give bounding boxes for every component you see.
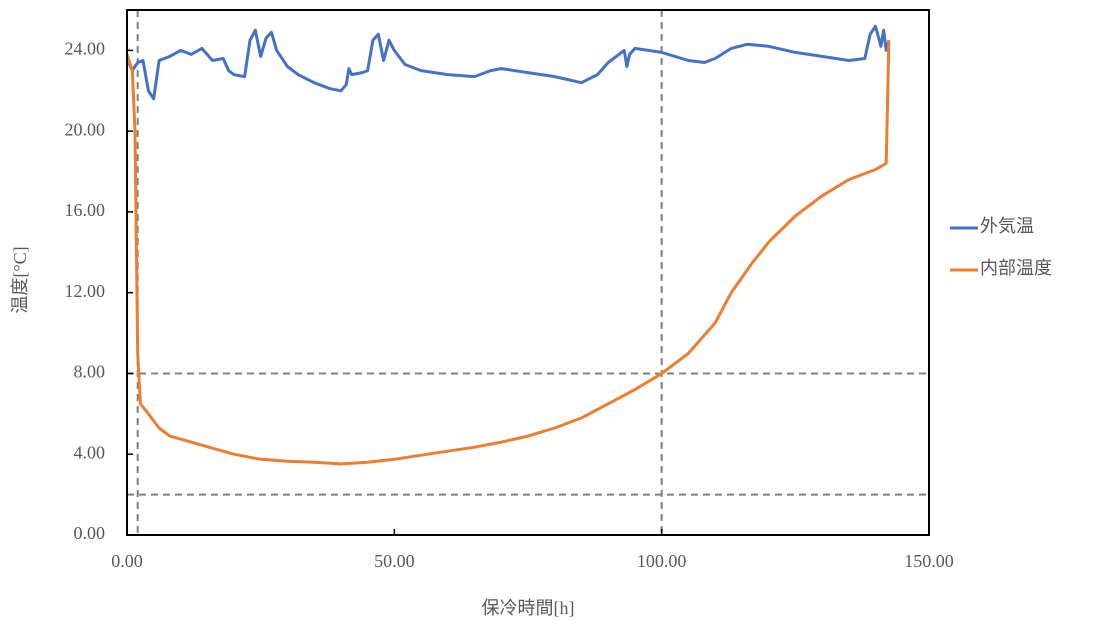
x-axis-title: 保冷時間[h] <box>482 598 575 618</box>
plot-frame <box>126 9 930 536</box>
x-tick-label: 50.00 <box>374 551 415 571</box>
y-tick-label: 12.00 <box>65 281 106 301</box>
line-series <box>125 24 891 101</box>
x-tick-label: 150.00 <box>904 551 954 571</box>
y-axis-title: 温度[°C] <box>10 246 30 313</box>
y-tick-label: 24.00 <box>65 39 106 59</box>
y-tick-label: 20.00 <box>65 119 106 139</box>
y-tick-label: 4.00 <box>74 442 106 462</box>
line-series <box>125 40 891 466</box>
y-tick-label: 0.00 <box>74 523 106 543</box>
x-tick-label: 0.00 <box>111 551 143 571</box>
y-tick-label: 16.00 <box>65 200 106 220</box>
legend-label: 内部温度 <box>980 258 1052 278</box>
legend-label: 外気温 <box>980 216 1034 236</box>
y-tick-label: 8.00 <box>74 362 106 382</box>
x-tick-label: 100.00 <box>637 551 687 571</box>
